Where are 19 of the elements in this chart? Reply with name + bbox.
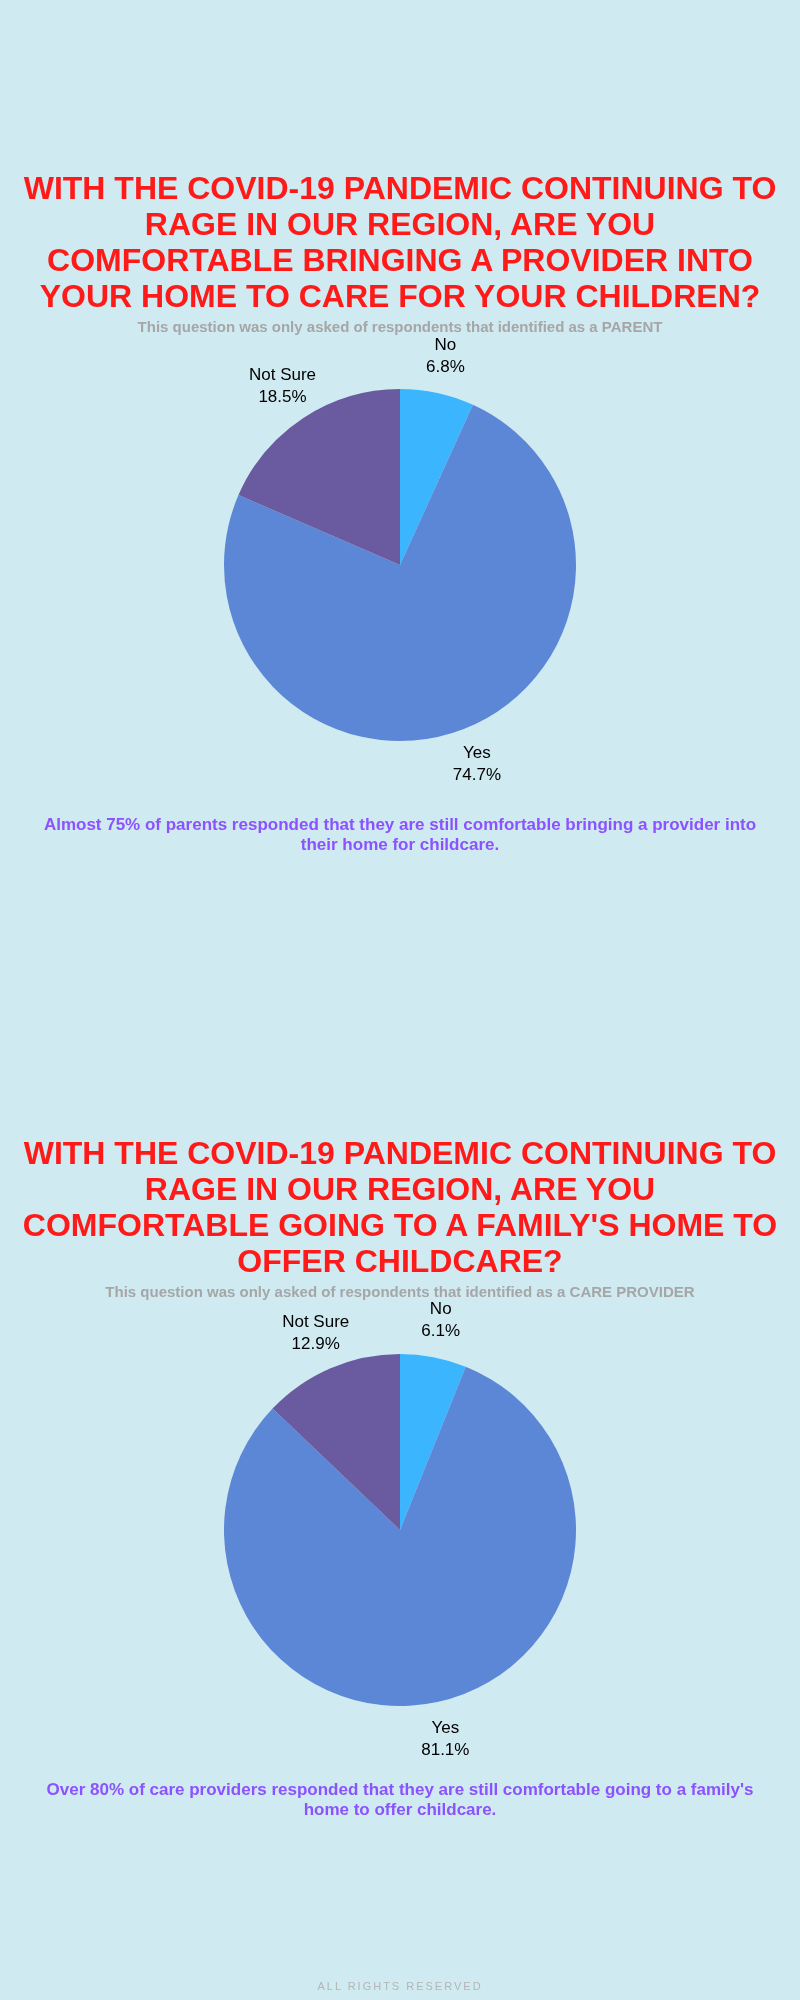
slice-label: No (434, 334, 457, 354)
slice-label: Yes (463, 743, 491, 763)
data-label: 81.1% (421, 1739, 470, 1759)
data-label: 6.8% (425, 356, 465, 376)
text: Over 80% of care providers responded that they are still comfortable going to a family's home to offer childcare. (45, 1780, 755, 1820)
slice-label: No (429, 1298, 452, 1318)
slice-label: Yes (431, 1717, 460, 1737)
data-label: 18.5% (258, 386, 307, 406)
chart-title: WITH THE COVID-19 PANDEMIC CONTINUING TO RAGE IN OUR REGION, ARE YOU COMFORTABLE BRINGING A PROVIDER INTO YOUR HOME TO CARE FOR YOUR CHILDREN? (22, 170, 778, 314)
data-label: 12.9% (291, 1333, 340, 1353)
text: Almost 75% of parents responded that they are still comfortable bringing a provider into their home for childcare. (42, 815, 758, 855)
text: ALL RIGHTS RESERVED (316, 1980, 484, 1992)
chart-subtitle: This question was only asked of respondents that identified as a PARENT (136, 318, 664, 335)
chart-subtitle: This question was only asked of respondents that identified as a CARE PROVIDER (104, 1283, 696, 1300)
chart-title: WITH THE COVID-19 PANDEMIC CONTINUING TO RAGE IN OUR REGION, ARE YOU COMFORTABLE GOING TO A FAMILY'S HOME TO OFFER CHILDCARE? (21, 1135, 779, 1279)
data-label: 6.1% (421, 1320, 461, 1340)
slice-label: Not Sure (282, 1311, 350, 1331)
slice-label: Not Sure (248, 364, 317, 384)
data-label: 74.7% (452, 765, 501, 785)
